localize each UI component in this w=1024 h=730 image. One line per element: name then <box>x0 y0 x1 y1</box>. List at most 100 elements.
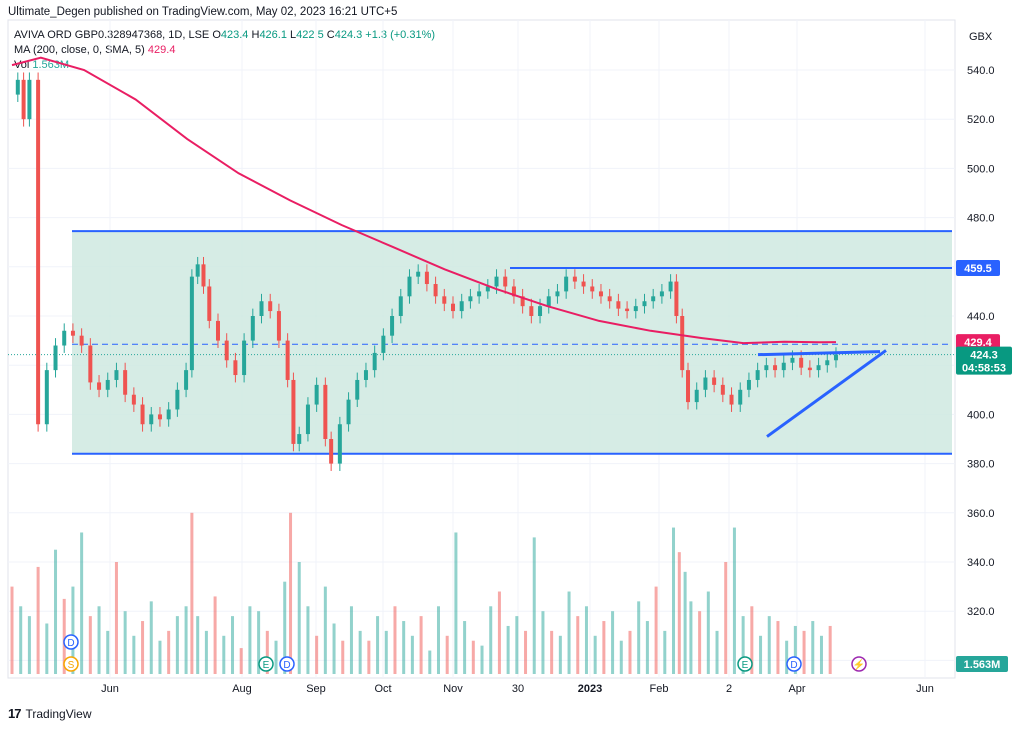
candle-body[interactable] <box>105 379 110 390</box>
candle-body[interactable] <box>833 354 838 361</box>
candle-body[interactable] <box>598 291 603 297</box>
candle-body[interactable] <box>538 306 543 316</box>
event-marker[interactable] <box>279 656 295 672</box>
candle-body[interactable] <box>607 296 612 302</box>
candle-body[interactable] <box>790 357 795 363</box>
candle-body[interactable] <box>201 264 206 287</box>
candle-body[interactable] <box>503 276 508 287</box>
candle-body[interactable] <box>680 316 685 371</box>
candle-body[interactable] <box>694 389 699 403</box>
candle-body[interactable] <box>276 311 281 341</box>
event-marker[interactable] <box>63 634 79 650</box>
candle-body[interactable] <box>651 296 656 302</box>
candle-body[interactable] <box>44 370 49 425</box>
triangle-upper-line[interactable] <box>757 350 881 357</box>
candle-body[interactable] <box>773 365 778 371</box>
event-marker[interactable] <box>786 656 802 672</box>
candle-body[interactable] <box>686 370 691 403</box>
candle-body[interactable] <box>712 377 717 385</box>
candle-body[interactable] <box>816 365 821 371</box>
candle-body[interactable] <box>285 340 290 380</box>
candle-body[interactable] <box>511 286 516 297</box>
candle-body[interactable] <box>195 264 200 277</box>
event-marker[interactable] <box>63 656 79 672</box>
candle-body[interactable] <box>15 79 20 95</box>
candle-body[interactable] <box>355 379 360 400</box>
candle-body[interactable] <box>215 320 220 341</box>
candle-body[interactable] <box>346 399 351 425</box>
candle-body[interactable] <box>442 296 447 304</box>
candle-body[interactable] <box>529 306 534 316</box>
candle-body[interactable] <box>424 271 429 285</box>
candle-body[interactable] <box>372 352 377 371</box>
candle-body[interactable] <box>390 316 395 336</box>
candle-body[interactable] <box>250 316 255 341</box>
candle-body[interactable] <box>564 276 569 292</box>
candle-body[interactable] <box>268 301 273 312</box>
candle-body[interactable] <box>207 286 212 321</box>
candle-body[interactable] <box>166 409 171 420</box>
candle-body[interactable] <box>291 379 296 444</box>
candle-body[interactable] <box>477 291 482 297</box>
candle-body[interactable] <box>625 308 630 312</box>
candle-body[interactable] <box>668 281 673 292</box>
candle-body[interactable] <box>329 439 334 464</box>
candle-body[interactable] <box>36 79 41 425</box>
candle-body[interactable] <box>398 296 403 316</box>
candle-body[interactable] <box>642 301 647 307</box>
candle-body[interactable] <box>140 404 145 425</box>
candle-body[interactable] <box>407 276 412 297</box>
candle-body[interactable] <box>123 370 128 395</box>
candle-body[interactable] <box>755 370 760 380</box>
candle-body[interactable] <box>314 384 319 405</box>
candle-body[interactable] <box>799 357 804 368</box>
candle-body[interactable] <box>674 281 679 316</box>
candle-body[interactable] <box>703 377 708 390</box>
candle-body[interactable] <box>21 79 26 120</box>
candle-body[interactable] <box>53 345 58 371</box>
candle-body[interactable] <box>485 286 490 292</box>
event-marker[interactable] <box>737 656 753 672</box>
candle-body[interactable] <box>555 291 560 297</box>
candle-body[interactable] <box>468 296 473 302</box>
candle-body[interactable] <box>451 303 456 312</box>
candle-body[interactable] <box>459 301 464 312</box>
symbol-name[interactable]: AVIVA ORD GBP0.328947368, 1D, LSE <box>14 29 210 41</box>
legend-vol-row[interactable]: Vol 1.563M <box>14 58 435 73</box>
candle-body[interactable] <box>242 340 247 376</box>
candle-body[interactable] <box>224 340 229 361</box>
candle-body[interactable] <box>416 271 421 277</box>
candle-body[interactable] <box>259 301 264 316</box>
candle-body[interactable] <box>616 301 621 309</box>
event-marker[interactable] <box>258 656 274 672</box>
candle-body[interactable] <box>590 286 595 292</box>
candle-body[interactable] <box>363 370 368 380</box>
candle-body[interactable] <box>520 296 525 307</box>
candle-body[interactable] <box>189 276 194 371</box>
event-marker[interactable] <box>851 656 867 672</box>
candle-body[interactable] <box>157 414 162 420</box>
candle-body[interactable] <box>114 370 119 380</box>
candle-body[interactable] <box>62 330 67 346</box>
candle-body[interactable] <box>79 335 84 346</box>
candle-body[interactable] <box>88 345 93 383</box>
candle-body[interactable] <box>297 434 302 444</box>
candle-body[interactable] <box>581 281 586 287</box>
candle-body[interactable] <box>433 284 438 297</box>
candle-body[interactable] <box>720 384 725 395</box>
candle-body[interactable] <box>764 365 769 371</box>
candle-body[interactable] <box>659 291 664 297</box>
moving-average-line[interactable] <box>11 56 837 345</box>
candle-body[interactable] <box>175 389 180 410</box>
candle-body[interactable] <box>27 79 32 120</box>
candle-body[interactable] <box>381 335 386 353</box>
ma-label[interactable]: MA (200, close, 0, SMA, 5) <box>14 44 145 56</box>
candle-body[interactable] <box>746 379 751 390</box>
candle-body[interactable] <box>633 306 638 312</box>
candle-body[interactable] <box>337 424 342 464</box>
candle-body[interactable] <box>494 276 499 287</box>
price-chart[interactable]: 540.0520.0500.0480.0460.0440.0420.0400.0… <box>0 0 1024 700</box>
candle-body[interactable] <box>546 296 551 307</box>
candle-body[interactable] <box>149 414 154 425</box>
candle-body[interactable] <box>233 360 238 376</box>
